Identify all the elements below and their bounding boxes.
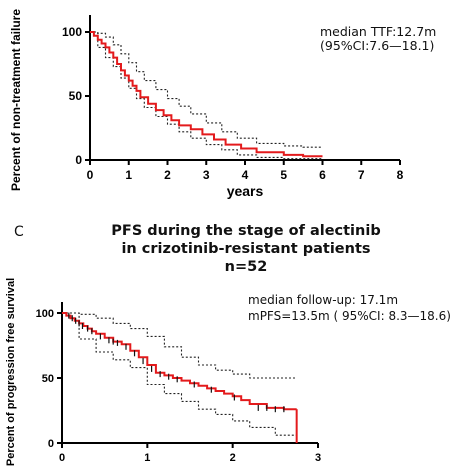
panel-pfs-censor-marks xyxy=(68,312,285,413)
panel-ttf-km-curve xyxy=(90,31,323,158)
y-tick-label: 100 xyxy=(36,308,54,320)
panel-ttf-annotation-1: median TTF:12.7m xyxy=(320,24,436,39)
panel-pfs-axes xyxy=(61,302,318,444)
panel-pfs-annotation-2: mPFS=13.5m ( 95%CI: 8.3—18.6) xyxy=(248,309,451,323)
panel-ttf-ci-lower xyxy=(90,31,323,160)
x-tick-label: 2 xyxy=(230,452,236,464)
x-tick-label: 6 xyxy=(319,168,326,182)
panel-pfs-title-1: PFS during the stage of alectinib xyxy=(111,223,380,239)
panel-ttf: 0 50 100 0 1 2 3 4 5 6 7 8 Percent of non-treatmen… xyxy=(9,9,436,199)
panel-ttf-y-label: Percent of non-treatment failure xyxy=(9,9,23,191)
y-tick-label: 50 xyxy=(69,89,83,103)
panel-pfs-y-ticks: 0 50 100 xyxy=(36,308,62,450)
panel-ttf-y-ticks: 0 50 100 xyxy=(62,25,90,167)
panel-ttf-x-ticks: 0 1 2 3 4 5 6 7 8 xyxy=(87,160,404,182)
x-tick-label: 8 xyxy=(397,168,404,182)
x-tick-label: 0 xyxy=(87,168,94,182)
x-tick-label: 1 xyxy=(125,168,132,182)
x-tick-label: 3 xyxy=(203,168,210,182)
panel-ttf-x-label: years xyxy=(227,183,264,199)
panel-pfs-x-ticks: 0 1 2 3 xyxy=(59,443,321,464)
panel-pfs-ci-upper xyxy=(62,312,297,379)
panel-pfs-y-label: Percent of progression free survival xyxy=(5,278,17,466)
panel-pfs-title-3: n=52 xyxy=(225,259,268,275)
panel-c-label: C xyxy=(14,224,24,240)
series-ci-lower-line xyxy=(90,31,323,160)
x-tick-label: 5 xyxy=(280,168,287,182)
x-tick-label: 2 xyxy=(164,168,171,182)
y-tick-label: 0 xyxy=(75,153,82,167)
panel-pfs-km-curve xyxy=(62,312,298,443)
x-tick-label: 0 xyxy=(59,452,65,464)
x-tick-label: 3 xyxy=(315,452,321,464)
x-tick-label: 7 xyxy=(358,168,365,182)
panel-pfs-ci-lower xyxy=(62,312,297,436)
x-tick-label: 1 xyxy=(144,452,150,464)
y-tick-label: 50 xyxy=(42,373,54,385)
series-estimate-line xyxy=(62,312,297,411)
series-ci-upper-line xyxy=(90,31,323,148)
series-estimate-line xyxy=(90,31,323,158)
y-tick-label: 100 xyxy=(62,25,82,39)
series-ci-upper-line xyxy=(62,312,297,379)
x-tick-label: 4 xyxy=(242,168,249,182)
y-tick-label: 0 xyxy=(48,438,54,450)
series-ci-lower-line xyxy=(62,312,297,436)
panel-ttf-ci-upper xyxy=(90,31,323,148)
panel-ttf-annotation-2: (95%CI:7.6—18.1) xyxy=(320,38,434,53)
panel-pfs-annotation-1: median follow-up: 17.1m xyxy=(248,293,398,307)
panel-pfs-title-2: in crizotinib-resistant patients xyxy=(121,241,370,257)
panel-pfs: C PFS during the stage of alectinib in c… xyxy=(5,223,451,466)
